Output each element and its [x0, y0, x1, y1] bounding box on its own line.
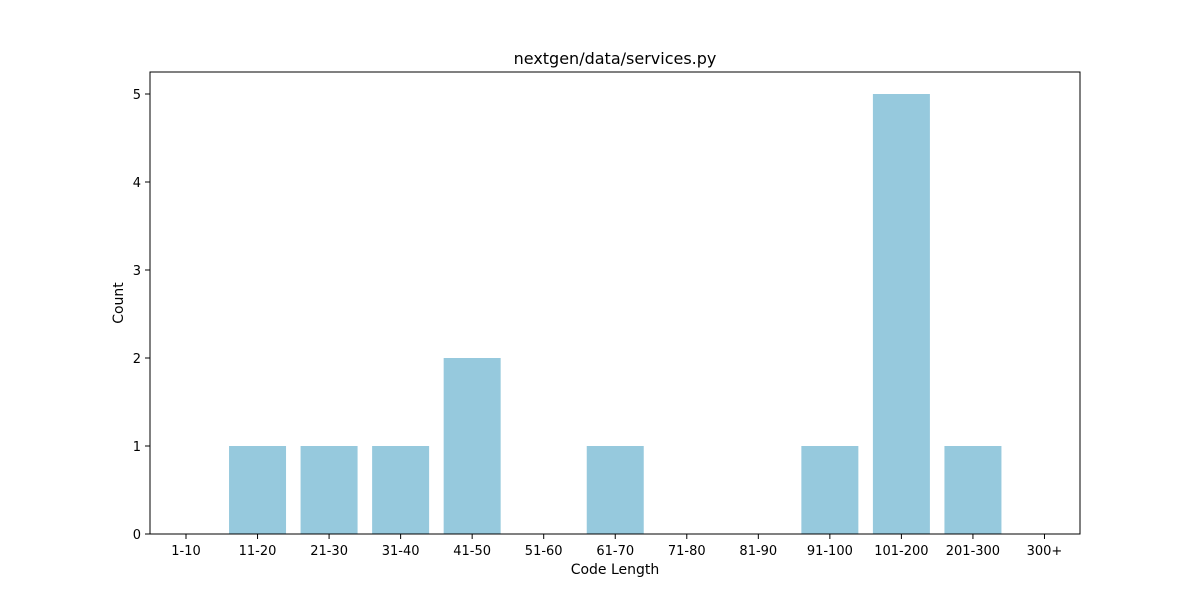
bar-41-50	[443, 358, 501, 534]
bar-21-30	[300, 446, 358, 534]
x-tick-label: 300+	[1027, 544, 1063, 559]
x-tick-label: 51-60	[525, 544, 563, 559]
bar-61-70	[586, 446, 644, 534]
bar-101-200	[872, 94, 930, 534]
x-tick-label: 1-10	[171, 544, 201, 559]
x-tick-label: 201-300	[946, 544, 1000, 559]
x-tick-label: 61-70	[596, 544, 634, 559]
y-tick-label: 5	[133, 88, 141, 103]
bar-201-300	[944, 446, 1002, 534]
x-tick-label: 31-40	[382, 544, 420, 559]
plot-area-frame	[149, 71, 1081, 535]
x-tick-label: 91-100	[807, 544, 853, 559]
x-tick-label: 71-80	[668, 544, 706, 559]
bars-group	[229, 94, 1002, 534]
x-axis-label: Code Length	[571, 562, 660, 578]
x-axis-ticks: 1-10 11-20 21-30 31-40 41-50 51-60 61-70 71-80 8…	[171, 534, 1062, 559]
y-axis-ticks: 0 1 2 3 4 5	[133, 88, 150, 543]
bar-31-40	[372, 446, 430, 534]
y-tick-label: 0	[133, 528, 141, 543]
x-tick-label: 101-200	[874, 544, 928, 559]
y-tick-label: 3	[133, 264, 141, 279]
bar-11-20	[229, 446, 287, 534]
chart-title: nextgen/data/services.py	[514, 49, 717, 68]
y-tick-label: 4	[133, 176, 141, 191]
x-tick-label: 81-90	[739, 544, 777, 559]
x-tick-label: 11-20	[239, 544, 277, 559]
y-axis-label: Count	[111, 282, 127, 324]
bar-91-100	[801, 446, 859, 534]
x-tick-label: 21-30	[310, 544, 348, 559]
x-tick-label: 41-50	[453, 544, 491, 559]
y-tick-label: 2	[133, 352, 141, 367]
y-tick-label: 1	[133, 440, 141, 455]
